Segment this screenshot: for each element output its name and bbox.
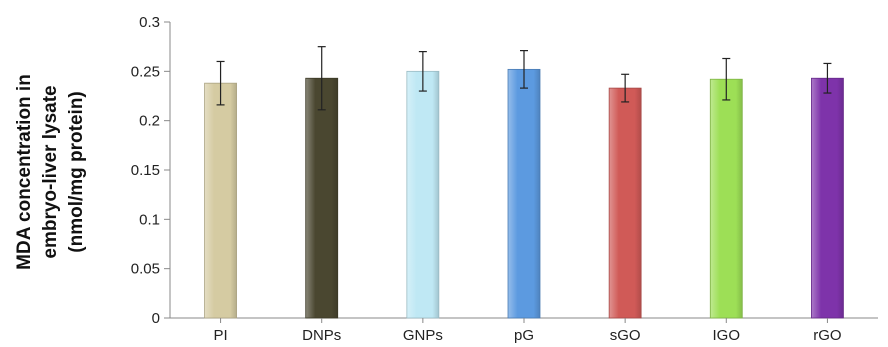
bar-pg xyxy=(507,68,541,319)
bar-sgo xyxy=(608,87,642,319)
x-tick-label-igo: IGO xyxy=(713,327,741,344)
bar-pi xyxy=(204,82,237,319)
y-tick-label: 0.2 xyxy=(139,113,160,130)
x-tick-label-pg: pG xyxy=(514,327,534,344)
x-tick-label-sgo: sGO xyxy=(610,327,641,344)
error-bar-dnps xyxy=(317,46,326,111)
y-tick-label: 0 xyxy=(152,310,160,327)
error-bar-sgo xyxy=(621,73,630,103)
error-bar-igo xyxy=(722,57,731,101)
y-axis-label-line-2: embryo-liver lysate xyxy=(40,85,61,258)
error-bars xyxy=(216,46,832,111)
y-tick-label: 0.3 xyxy=(139,14,160,31)
x-tick-label-rgo: rGO xyxy=(813,327,841,344)
bar-dnps xyxy=(305,77,339,319)
x-tick-label-pi: PI xyxy=(213,327,227,344)
error-bar-pi xyxy=(216,60,225,106)
y-ticks: 0 0.05 0.1 0.15 0.2 0.25 0.3 xyxy=(131,14,170,327)
bar-rgo xyxy=(811,77,844,319)
y-tick-label: 0.15 xyxy=(131,162,160,179)
bar-gnps xyxy=(406,70,440,319)
y-axis-label: MDA concentration in embryo-liver lysate… xyxy=(14,74,87,270)
x-tick-label-dnps: DNPs xyxy=(302,327,341,344)
error-bar-gnps xyxy=(418,50,427,92)
x-tick-labels: PI DNPs GNPs pG sGO IGO rGO xyxy=(213,318,842,344)
bar-igo xyxy=(709,78,743,319)
bars xyxy=(204,68,844,319)
y-axis-label-line-3: (nmol/mg protein) xyxy=(66,91,87,252)
y-tick-label: 0.05 xyxy=(131,261,160,278)
x-tick-label-gnps: GNPs xyxy=(403,327,443,344)
error-bar-rgo xyxy=(823,62,832,94)
y-tick-label: 0.1 xyxy=(139,211,160,228)
y-tick-label: 0.25 xyxy=(131,63,160,80)
y-axis-label-line-1: MDA concentration in xyxy=(14,74,35,270)
error-bar-pg xyxy=(520,50,528,89)
